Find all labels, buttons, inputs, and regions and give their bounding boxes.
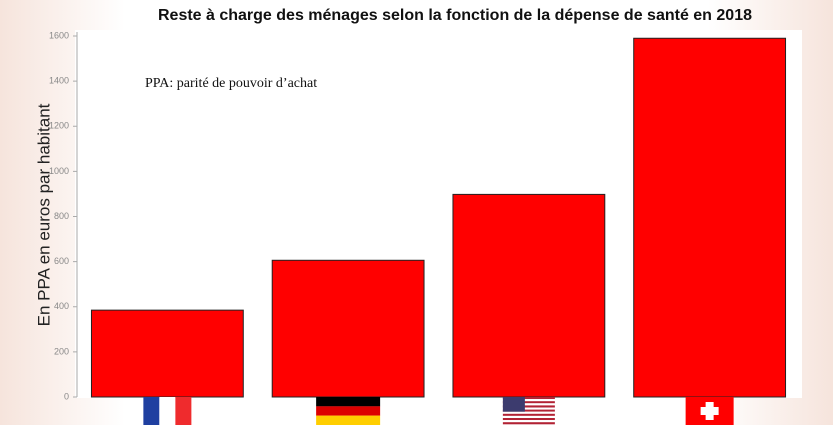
flag-stripe [316, 415, 381, 425]
y-tick-label: 1000 [49, 166, 69, 176]
y-tick-label: 1600 [49, 30, 69, 40]
y-axis-label: En PPA en euros par habitant [34, 103, 53, 326]
bar [271, 259, 425, 398]
flag-canton [502, 397, 525, 412]
flag-icon [143, 397, 192, 425]
flag-icon [316, 397, 381, 425]
flag-stripe [502, 418, 555, 421]
flag-stripe [502, 405, 555, 408]
flag-stripe [316, 406, 381, 416]
flag-stripe [316, 397, 381, 407]
flag-stripe [143, 397, 160, 425]
flag-stripe [159, 397, 176, 425]
flag-stripe [502, 401, 555, 404]
y-tick-label: 0 [64, 391, 69, 401]
flag-icon [685, 397, 734, 425]
flag-stripe [502, 420, 555, 423]
y-tick-label: 1400 [49, 76, 69, 86]
flag-stripe [502, 413, 555, 416]
flag-stripe [502, 409, 555, 412]
y-tick-label: 1200 [49, 121, 69, 131]
flag-stripe [502, 399, 555, 402]
bar [633, 37, 787, 398]
y-tick-label: 600 [54, 256, 69, 266]
y-tick-label: 200 [54, 346, 69, 356]
flag-stripe [502, 407, 555, 410]
flag-stripe [502, 415, 555, 418]
flag-stripe [175, 397, 192, 425]
flag-stripe [502, 403, 555, 406]
bar [452, 193, 606, 398]
y-tick-label: 800 [54, 211, 69, 221]
flag-stripe [502, 411, 555, 414]
y-tick-label: 400 [54, 301, 69, 311]
annotation: PPA: parité de pouvoir d’achat [145, 76, 317, 91]
flag-stripe [502, 422, 555, 425]
flag-stripe [502, 397, 555, 400]
flag-cross [700, 407, 719, 415]
chart-title: Reste à charge des ménages selon la fonc… [158, 7, 752, 24]
bar [90, 309, 244, 398]
flag-icon [502, 397, 555, 425]
